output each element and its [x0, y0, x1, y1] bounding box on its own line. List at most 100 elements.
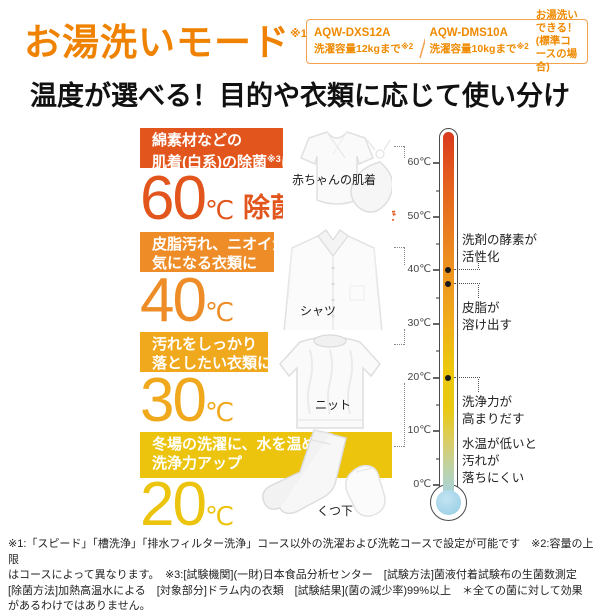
tick-mark-20 — [433, 377, 441, 379]
band-20-line1: 冬場の洗濯に、水を温めて — [152, 436, 332, 453]
main-heading: 温度が選べる！目的や衣類に応じて使い分け — [30, 81, 570, 111]
dress-shirt-icon — [283, 229, 383, 332]
tick-mark-60 — [433, 162, 441, 164]
item-label-baby: 赤ちゃんの肌着 — [292, 173, 377, 187]
connector-20-h — [394, 446, 404, 447]
notice-line2: (標準コースの場合) — [535, 35, 578, 73]
tick-minor-15 — [436, 404, 441, 406]
leader-3-h — [454, 377, 480, 378]
model-2-note-ref: ※2 — [516, 42, 529, 51]
tick-minor-55 — [436, 190, 441, 192]
model-1-note-ref: ※2 — [400, 42, 414, 51]
thermometer-bulb-fill — [436, 490, 461, 515]
temp-40-unit: ℃ — [204, 297, 235, 327]
model-1-capacity-text: 洗濯容量12kgまで — [314, 43, 401, 55]
band-60-note-ref: ※3 — [267, 154, 281, 164]
tick-0: 0℃ — [413, 478, 431, 490]
title-note-ref: ※1 — [290, 28, 307, 40]
band-40-line1: 皮脂汚れ、ニオイが — [152, 236, 288, 253]
footnote-line1: ※1:「スピード」「槽洗浄」「排水フィルター洗浄」コース以外の洗濯および洗乾コー… — [8, 538, 594, 566]
band-20-line2: 洗浄力アップ — [152, 455, 243, 472]
item-label-knit: ニット — [315, 398, 352, 412]
dot-20c — [445, 375, 451, 381]
page-title-text: お湯洗いモード — [24, 22, 290, 63]
tick-minor-25 — [436, 350, 441, 352]
model-box: AQW-DXS12A 洗濯容量12kgまで※2 AQW-DMS10A 洗濯容量1… — [306, 9, 588, 73]
connector-60-v — [404, 146, 405, 158]
dot-40c — [445, 267, 451, 273]
leader-1-v — [478, 257, 479, 268]
baby-underwear-and-bib-icon — [300, 131, 392, 213]
leader-3-v — [478, 379, 479, 392]
baby-underwear-photo — [283, 128, 392, 230]
tick-mark-50 — [433, 216, 441, 218]
temp-60-value: 60 — [140, 164, 207, 233]
leader-1-h — [454, 269, 480, 270]
tick-mark-30 — [433, 323, 441, 325]
temp-40-value: 40 — [140, 266, 207, 335]
temp-20: 20℃ — [140, 474, 235, 543]
annotation-cleaning-power: 洗浄力が 高まりだす — [462, 395, 525, 426]
tick-mark-40 — [433, 269, 441, 271]
dot-38c — [445, 281, 451, 287]
band-30-line2: 落としたい衣類に — [152, 355, 273, 372]
connector-20-v — [404, 383, 405, 447]
knit-sweater-icon — [279, 334, 381, 429]
temp-60: 60℃ — [140, 168, 235, 237]
tick-40: 40℃ — [407, 263, 431, 275]
model-box-notice: お湯洗いできる！ (標準コースの場合) — [536, 9, 580, 74]
annotation-cold-water: 水温が低いと 汚れが 落ちにくい — [462, 437, 538, 485]
band-60-line2-pre: 肌着(白系)の除菌 — [152, 154, 267, 171]
tick-mark-0 — [433, 484, 441, 486]
footnote-line4: があるわけではありません。 — [8, 600, 151, 612]
temp-40: 40℃ — [140, 270, 235, 339]
band-20-header: 冬場の洗濯に、水を温めて 洗浄力アップ — [140, 432, 392, 478]
footnote-line3: [除菌方法]加熱高温水による [対象部分]ドラム内の衣類 [試験結果](菌の減少… — [8, 584, 583, 597]
temp-60-unit: ℃ — [204, 195, 235, 225]
temp-30: 30℃ — [140, 370, 235, 439]
connector-30-v — [404, 329, 405, 345]
tick-60: 60℃ — [407, 156, 431, 168]
footnote-line2: はコースによって異なります。 ※3:[試験機関](一財)日本食品分析センター [… — [8, 569, 577, 581]
model-1: AQW-DXS12A 洗濯容量12kgまで※2 — [314, 27, 413, 56]
tick-minor-5 — [436, 458, 441, 460]
footnotes: ※1:「スピード」「槽洗浄」「排水フィルター洗浄」コース以外の洗濯および洗乾コー… — [8, 537, 596, 615]
model-2-name: AQW-DMS10A — [429, 27, 508, 39]
tick-30: 30℃ — [407, 317, 431, 329]
slash-divider-icon — [419, 39, 425, 58]
annotation-sebum: 皮脂が 溶け出す — [462, 301, 513, 332]
connector-30-h — [394, 344, 404, 345]
socks-photo — [256, 428, 392, 528]
model-2: AQW-DMS10A 洗濯容量10kgまで※2 — [430, 27, 529, 56]
temp-20-unit: ℃ — [204, 501, 235, 531]
notice-line1: お湯洗いできる！ — [535, 9, 578, 34]
tick-mark-10 — [433, 430, 441, 432]
model-1-name: AQW-DXS12A — [314, 27, 391, 39]
connector-40-h — [394, 247, 404, 248]
item-label-shirt: シャツ — [300, 304, 337, 318]
item-label-socks: くつ下 — [317, 504, 354, 518]
tick-minor-45 — [436, 243, 441, 245]
page-title: お湯洗いモード※1 — [24, 12, 307, 66]
model-2-capacity-text: 洗濯容量10kgまで — [429, 43, 517, 55]
annotation-enzyme: 洗剤の酵素が 活性化 — [462, 233, 538, 264]
band-40-line2: 気になる衣類に — [152, 255, 258, 272]
thermometer-scale: 60℃ 50℃ 40℃ 30℃ 20℃ 10℃ 0℃ 洗剤の酵素が 活性化 皮脂… — [388, 110, 600, 550]
tick-50: 50℃ — [407, 210, 431, 222]
tick-minor-35 — [436, 297, 441, 299]
socks-icon — [262, 429, 386, 517]
tick-10: 10℃ — [407, 424, 431, 436]
model-1-capacity: 洗濯容量12kgまで※2 — [314, 40, 413, 56]
connector-60-h — [394, 146, 404, 147]
shirt-photo — [274, 228, 392, 332]
tick-20: 20℃ — [407, 371, 431, 383]
leader-2-h — [454, 283, 480, 284]
temp-30-unit: ℃ — [204, 397, 235, 427]
connector-40-v — [404, 247, 405, 265]
band-30-line1: 汚れをしっかり — [152, 336, 258, 353]
knit-photo — [268, 330, 392, 430]
leader-2-v — [478, 285, 479, 298]
band-60-line1: 綿素材などの — [152, 132, 243, 149]
temp-20-value: 20 — [140, 470, 207, 539]
temp-30-value: 30 — [140, 366, 207, 435]
